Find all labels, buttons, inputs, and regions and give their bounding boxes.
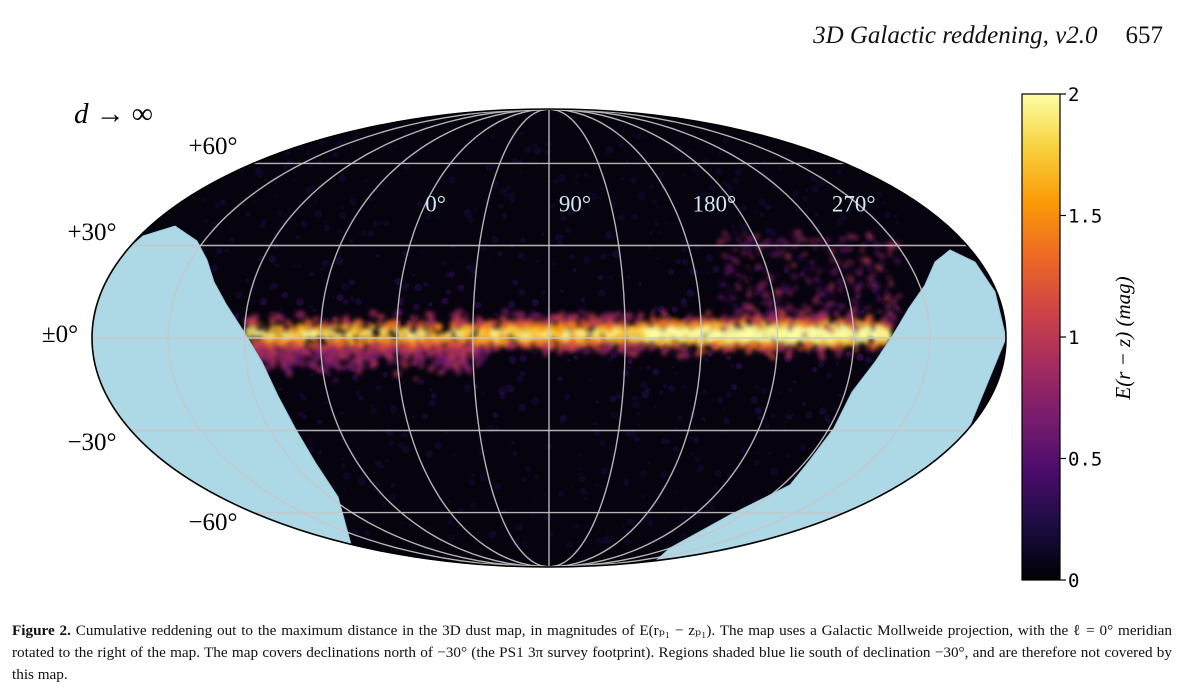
map-outline bbox=[91, 108, 1007, 568]
page-number: 657 bbox=[1125, 22, 1164, 49]
colorbar-tick-label: 0.5 bbox=[1068, 449, 1102, 471]
latitude-label: −30° bbox=[67, 429, 116, 456]
panel-label: d → ∞ bbox=[74, 98, 153, 130]
colorbar-tick-label: 0 bbox=[1068, 570, 1079, 592]
figure-caption: Figure 2. Cumulative reddening out to th… bbox=[12, 620, 1172, 686]
caption-label: Figure 2. bbox=[12, 622, 71, 639]
running-head-title: 3D Galactic reddening, v2.0 bbox=[813, 22, 1098, 49]
latitude-label: ±0° bbox=[42, 321, 78, 348]
map-area bbox=[92, 109, 1006, 567]
longitude-label: 270° bbox=[832, 191, 876, 216]
latitude-label: +30° bbox=[67, 219, 116, 246]
running-head: 3D Galactic reddening, v2.0 657 bbox=[813, 22, 1163, 50]
colorbar-tick-label: 1.5 bbox=[1068, 206, 1102, 228]
longitude-label: 90° bbox=[559, 191, 591, 216]
colorbar-tick-label: 1 bbox=[1068, 327, 1079, 349]
colorbar: 0 0.5 1 1.5 2 E(r − z) (mag) bbox=[1021, 84, 1135, 592]
graticule bbox=[92, 109, 1006, 567]
latitude-labels: +60° +30° ±0° −30° −60° bbox=[42, 133, 238, 536]
reddening-map-figure: d → ∞ 270°180°90°0° +60°+30°±0°−30°−60° … bbox=[42, 84, 1135, 592]
caption-text: Cumulative reddening out to the maximum … bbox=[12, 622, 1172, 683]
colorbar-label: E(r − z) (mag) bbox=[1111, 276, 1135, 400]
galactic-plane-band bbox=[242, 228, 902, 383]
colorbar-ticks: 0 0.5 1 1.5 2 bbox=[1060, 84, 1102, 592]
colorbar-tick-label: 2 bbox=[1068, 84, 1079, 106]
colorbar-gradient bbox=[1021, 93, 1061, 581]
latitude-label: −60° bbox=[188, 509, 237, 536]
longitude-label: 180° bbox=[692, 191, 736, 216]
longitude-labels: 270° 180° 90° 0° bbox=[425, 191, 875, 216]
latitude-label: +60° bbox=[188, 133, 237, 160]
longitude-label: 0° bbox=[425, 191, 446, 216]
